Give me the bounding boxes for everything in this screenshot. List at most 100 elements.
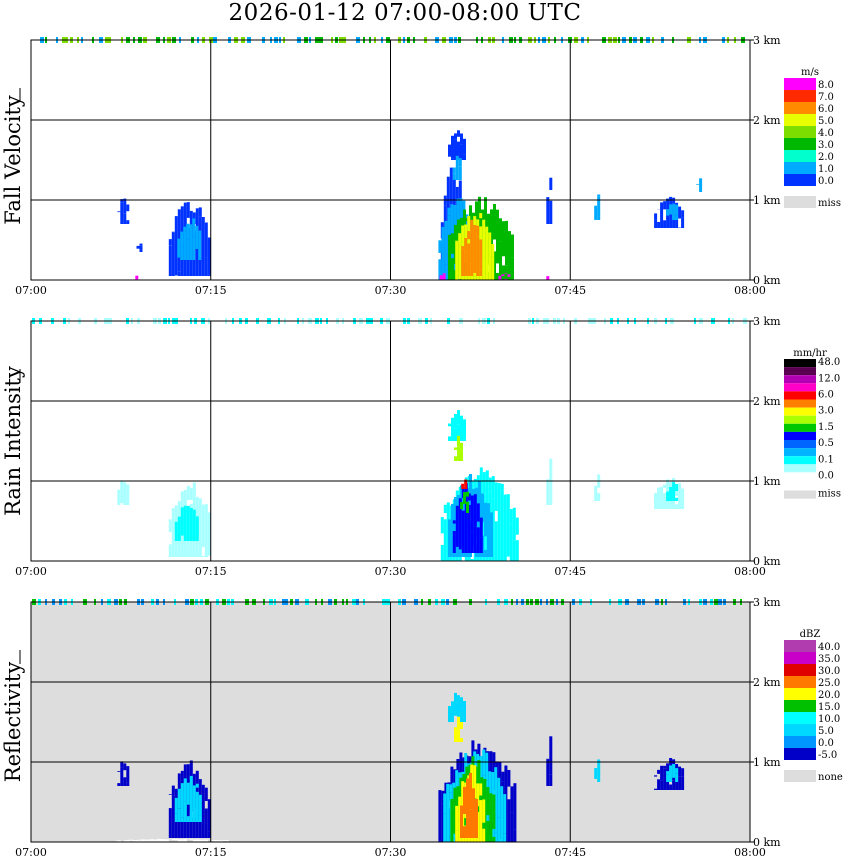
echo-pixel [448,144,451,157]
echo-pixel [455,157,459,180]
echo-pixel [195,496,199,524]
echo-pixel [450,204,454,234]
echo-pixel [457,729,460,742]
echo-pixel [449,167,453,204]
panel-ylabel: Rain Intensity [1,366,25,516]
legend-swatch [784,196,816,208]
echo-pixel [485,236,489,280]
echo-pixel [498,275,502,280]
echo-pixel [479,756,483,770]
echo-pixel [496,272,499,280]
legend-label: 15.0 [818,702,840,713]
echo-pixel [201,831,205,838]
legend-unit: mm/hr [793,348,827,359]
echo-region [546,276,550,280]
echo-pixel [546,486,550,505]
echo-pixel [487,503,490,536]
legend-label: 0.5 [818,438,834,449]
echo-pixel [669,196,673,212]
echo-pixel [463,154,466,160]
echo-pixel [490,209,493,274]
echo-pixel [485,752,489,781]
echo-pixel [174,505,178,524]
echo-pixel [452,179,456,227]
echo-pixel [180,515,184,557]
echo-pixel [450,798,454,809]
legend: m/s 8.07.06.05.04.03.02.01.00.0 miss [784,67,841,209]
echo-pixel [189,526,193,541]
echo-region [448,410,466,441]
echo-pixel [201,267,205,276]
echo-region [439,273,446,280]
echo-pixel [663,493,667,509]
echo-pixel [492,752,496,791]
echo-pixel [448,423,451,427]
echo-pixel [123,482,127,486]
echo-pixel [461,486,465,489]
legend-swatch [784,456,816,465]
legend-label: 5.0 [818,726,834,737]
echo-region [461,479,468,489]
echo-pixel [138,840,142,842]
echo-pixel [195,239,199,276]
legend-label: 10.0 [818,714,840,725]
legend-swatch [784,174,816,186]
echo-region [498,272,511,280]
echo-pixel [476,527,480,553]
echo-pixel [207,274,211,276]
legend-swatch [784,700,816,712]
echo-pixel [497,777,501,818]
echo-pixel [657,779,661,790]
legend-swatch [784,78,816,90]
echo-pixel [460,722,463,729]
echo-pixel [472,788,475,807]
echo-pixel [461,246,465,249]
echo-pixel [461,510,465,553]
echo-pixel [657,769,661,774]
x-tick-label: 07:45 [554,284,586,297]
echo-pixel [469,809,472,838]
echo-pixel [666,771,670,775]
echo-pixel [189,487,193,500]
echo-pixel [502,221,505,257]
echo-pixel [466,491,469,497]
echo-pixel [464,252,468,276]
legend-swatch [784,415,816,424]
echo-pixel [448,278,451,280]
echo-pixel [654,213,658,220]
legend-label: 12.0 [818,373,840,384]
echo-pixel [440,517,444,534]
echo-pixel [463,701,466,710]
echo-pixel [455,155,459,158]
echo-pixel [460,415,463,426]
echo-pixel [451,233,454,254]
echo-pixel [476,219,480,231]
echo-pixel [457,446,460,461]
echo-pixel [546,277,550,280]
echo-region [136,243,143,252]
echo-pixel [207,831,211,838]
echo-pixel [492,836,496,842]
echo-pixel [666,210,670,228]
echo-pixel [452,531,456,553]
echo-region [454,435,463,461]
echo-pixel [482,219,486,258]
echo-pixel [666,198,670,211]
echo-pixel [473,478,477,488]
echo-pixel [669,770,673,782]
x-tick-label: 07:30 [375,284,407,297]
echo-pixel [666,209,670,216]
echo-pixel [672,203,676,205]
legend-swatch [784,399,816,408]
echo-pixel [139,245,143,252]
echo-pixel [475,801,478,838]
echo-pixel [594,219,598,220]
y-tick-label: 2 km [753,114,781,127]
echo-pixel [457,435,460,447]
echo-pixel [186,538,190,541]
echo-pixel [443,195,447,206]
echo-pixel [198,207,202,217]
echo-pixel [189,210,193,235]
legend-swatch [784,367,816,376]
echo-pixel [448,556,451,557]
